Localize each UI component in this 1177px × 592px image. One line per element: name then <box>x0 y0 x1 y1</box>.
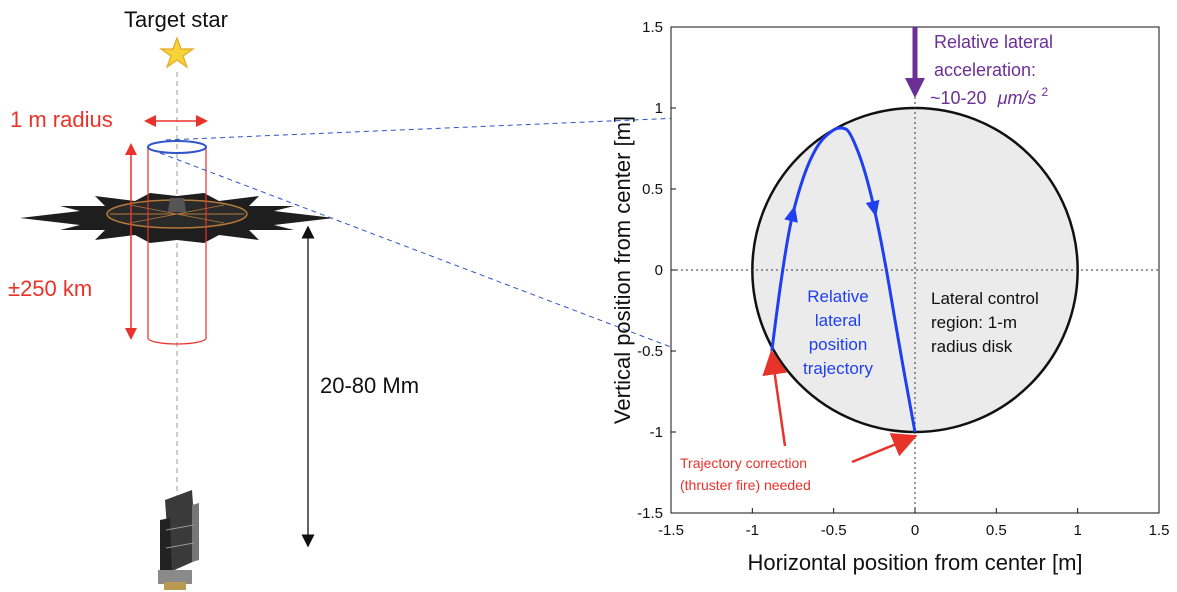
region-label-line1: Lateral control <box>931 289 1039 308</box>
trajectory-label-line3: position <box>809 335 868 354</box>
plot-panel: -1.5 -1 -0.5 0 0.5 1 1.5 1.5 1 0.5 0 -0.5 -1 -1.5 Ho… <box>610 19 1169 575</box>
x-tick-label: 0 <box>911 522 919 539</box>
trajectory-label-line1: Relative <box>807 287 868 306</box>
region-label-line2: region: 1-m <box>931 313 1017 332</box>
control-cylinder <box>147 140 207 345</box>
trajectory-arrow-up <box>784 205 798 223</box>
trajectory-line <box>770 126 917 433</box>
x-axis-label: Horizontal position from center [m] <box>747 550 1082 575</box>
x-tick-labels: -1.5 -1 -0.5 0 0.5 1 1.5 <box>658 508 1169 539</box>
y-axis-label: Vertical position from center [m] <box>610 116 635 424</box>
y-tick-label: 0.5 <box>642 181 663 198</box>
acceleration-unit: μm/s <box>997 88 1037 108</box>
x-tick-label: -1.5 <box>658 522 684 539</box>
acceleration-exponent: 2 <box>1041 85 1048 99</box>
y-tick-label: 1.5 <box>642 19 663 36</box>
correction-label-line2: (thruster fire) needed <box>680 477 811 493</box>
distance-label: 20-80 Mm <box>320 373 419 398</box>
x-tick-label: -0.5 <box>821 522 847 539</box>
acceleration-arrowhead <box>905 78 925 98</box>
y-tick-label: -1 <box>650 424 663 441</box>
acceleration-value-line: ~10-20 μm/s 2 <box>930 85 1048 108</box>
y-tick-label: 1 <box>655 100 663 117</box>
trajectory-label-line2: lateral <box>815 311 861 330</box>
y-tick-label: -0.5 <box>637 343 663 360</box>
starshade-icon <box>20 193 334 243</box>
x-tick-label: 0.5 <box>986 522 1007 539</box>
star-icon <box>159 36 195 69</box>
x-tick-label: 1.5 <box>1149 522 1170 539</box>
acceleration-label-line1: Relative lateral <box>934 32 1053 52</box>
acceleration-label-line2: acceleration: <box>934 60 1036 80</box>
x-tick-label: 1 <box>1073 522 1081 539</box>
plot-dynamic-layer <box>671 27 1159 513</box>
region-label-line3: radius disk <box>931 337 1013 356</box>
target-star-label: Target star <box>124 7 228 32</box>
acceleration-value: ~10-20 <box>930 88 987 108</box>
correction-label-line1: Trajectory correction <box>680 455 807 471</box>
x-tick-label: -1 <box>746 522 759 539</box>
telescope-icon <box>158 490 199 590</box>
y-tick-label: -1.5 <box>637 505 663 522</box>
range-label: ±250 km <box>8 276 92 301</box>
trajectory-arrow-down <box>865 199 880 218</box>
correction-arrow-left <box>762 349 788 447</box>
radius-label: 1 m radius <box>10 107 113 132</box>
correction-arrow-right <box>851 433 918 464</box>
trajectory-label-line4: trajectory <box>803 359 873 378</box>
y-tick-label: 0 <box>655 262 663 279</box>
y-tick-labels: 1.5 1 0.5 0 -0.5 -1 -1.5 <box>637 19 676 522</box>
